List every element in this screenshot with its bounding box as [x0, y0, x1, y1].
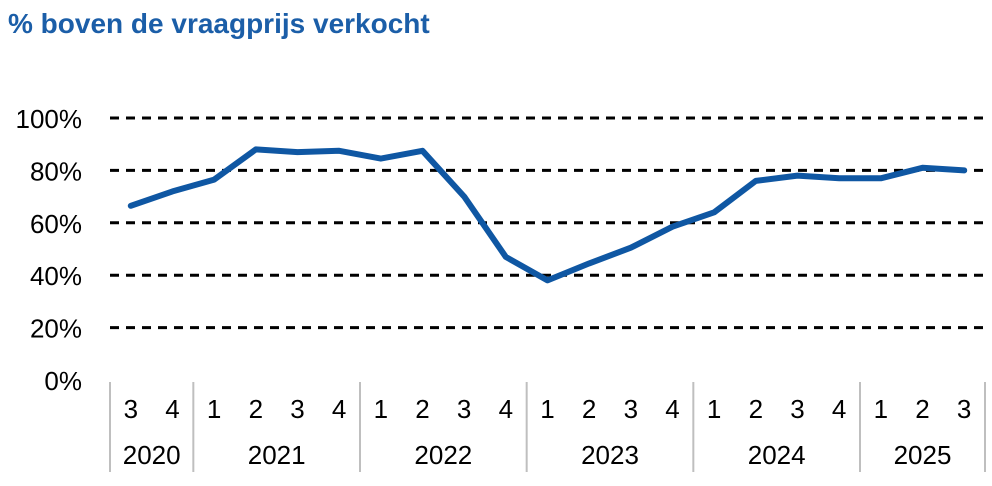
- x-tick-label: 2: [915, 394, 929, 424]
- x-tick-label: 1: [540, 394, 554, 424]
- x-tick-label: 3: [457, 394, 471, 424]
- y-tick-label: 0%: [44, 366, 82, 396]
- x-tick-label: 3: [624, 394, 638, 424]
- year-label: 2023: [581, 440, 639, 470]
- y-tick-label: 60%: [30, 209, 82, 239]
- x-tick-label: 2: [749, 394, 763, 424]
- x-tick-label: 4: [332, 394, 346, 424]
- x-tick-label: 3: [124, 394, 138, 424]
- x-tick-label: 1: [707, 394, 721, 424]
- x-tick-label: 3: [290, 394, 304, 424]
- x-tick-label: 2: [415, 394, 429, 424]
- x-tick-label: 2: [249, 394, 263, 424]
- x-tick-label: 4: [499, 394, 513, 424]
- x-tick-label: 1: [874, 394, 888, 424]
- chart-title: % boven de vraagprijs verkocht: [8, 8, 430, 39]
- x-tick-label: 3: [790, 394, 804, 424]
- x-tick-label: 1: [207, 394, 221, 424]
- year-label: 2021: [248, 440, 306, 470]
- x-tick-label: 4: [832, 394, 846, 424]
- x-tick-label: 1: [374, 394, 388, 424]
- y-tick-label: 80%: [30, 156, 82, 186]
- y-tick-label: 20%: [30, 314, 82, 344]
- y-tick-label: 100%: [16, 104, 83, 134]
- year-label: 2020: [123, 440, 181, 470]
- year-label: 2025: [894, 440, 952, 470]
- x-tick-label: 4: [665, 394, 679, 424]
- year-label: 2024: [748, 440, 806, 470]
- x-tick-label: 3: [957, 394, 971, 424]
- y-tick-label: 40%: [30, 261, 82, 291]
- x-tick-label: 4: [165, 394, 179, 424]
- year-label: 2022: [414, 440, 472, 470]
- x-tick-label: 2: [582, 394, 596, 424]
